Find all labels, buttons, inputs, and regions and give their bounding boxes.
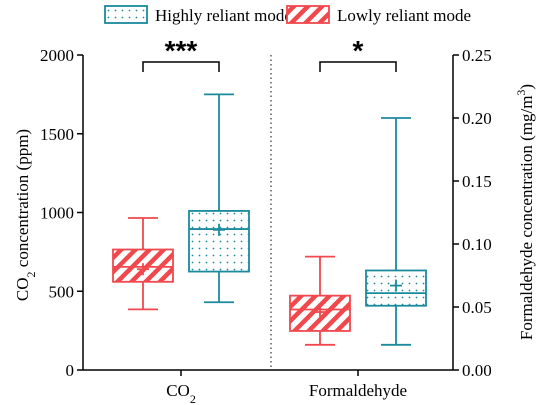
y-right-tick-label: 0.10	[462, 235, 492, 254]
legend: Highly reliant mode Lowly reliant mode	[104, 5, 471, 25]
significance-bracket: ***	[142, 35, 220, 72]
y-axis-left-title: CO2 concentration (ppm)	[13, 129, 38, 301]
y-left-tick-label: 1500	[40, 125, 74, 144]
box-body	[188, 210, 250, 273]
y-axis-right-title: Formaldehyde concentration (mg/m3)	[514, 84, 536, 340]
x-tick-label-main: Formaldehyde	[309, 381, 407, 400]
legend-label: Lowly reliant mode	[337, 6, 471, 25]
y-right-tick-label: 0.15	[462, 172, 492, 191]
y-left-tick-label: 1000	[40, 204, 74, 223]
bracket-line	[319, 61, 397, 72]
bracket-line	[142, 61, 220, 72]
x-tick-label: Formaldehyde	[309, 381, 407, 400]
legend-swatch	[104, 5, 148, 24]
x-tick-label-main: CO	[166, 381, 190, 400]
y-right-tick-label: 0.20	[462, 109, 492, 128]
significance-label: *	[353, 35, 364, 66]
x-tick-label: CO2	[166, 381, 196, 405]
y-right-tick-label: 0.05	[462, 298, 492, 317]
x-tick-label-sub: 2	[190, 392, 196, 405]
legend-label: Highly reliant mode	[155, 6, 292, 25]
y-left-tick-label: 0	[66, 361, 75, 380]
y-left-tick-label: 500	[49, 282, 75, 301]
box-high	[365, 117, 427, 346]
y-right-tick-label: 0.25	[462, 46, 492, 65]
y-right-tick-label: 0.00	[462, 361, 492, 380]
legend-swatch	[286, 5, 330, 24]
y-left-tick-label: 2000	[40, 46, 74, 65]
legend-entry-high: Highly reliant mode	[104, 5, 292, 25]
boxes: *** *	[112, 35, 427, 346]
box-low	[112, 217, 174, 311]
axes: 0 500 1000 1500 2000 0.00 0.05 0.10 0.15 0.20 0.25…	[40, 46, 492, 405]
significance-label: ***	[165, 35, 198, 66]
legend-entry-low: Lowly reliant mode	[286, 5, 471, 25]
box-high	[188, 93, 250, 304]
significance-bracket: *	[319, 35, 397, 72]
box-low	[289, 255, 351, 346]
